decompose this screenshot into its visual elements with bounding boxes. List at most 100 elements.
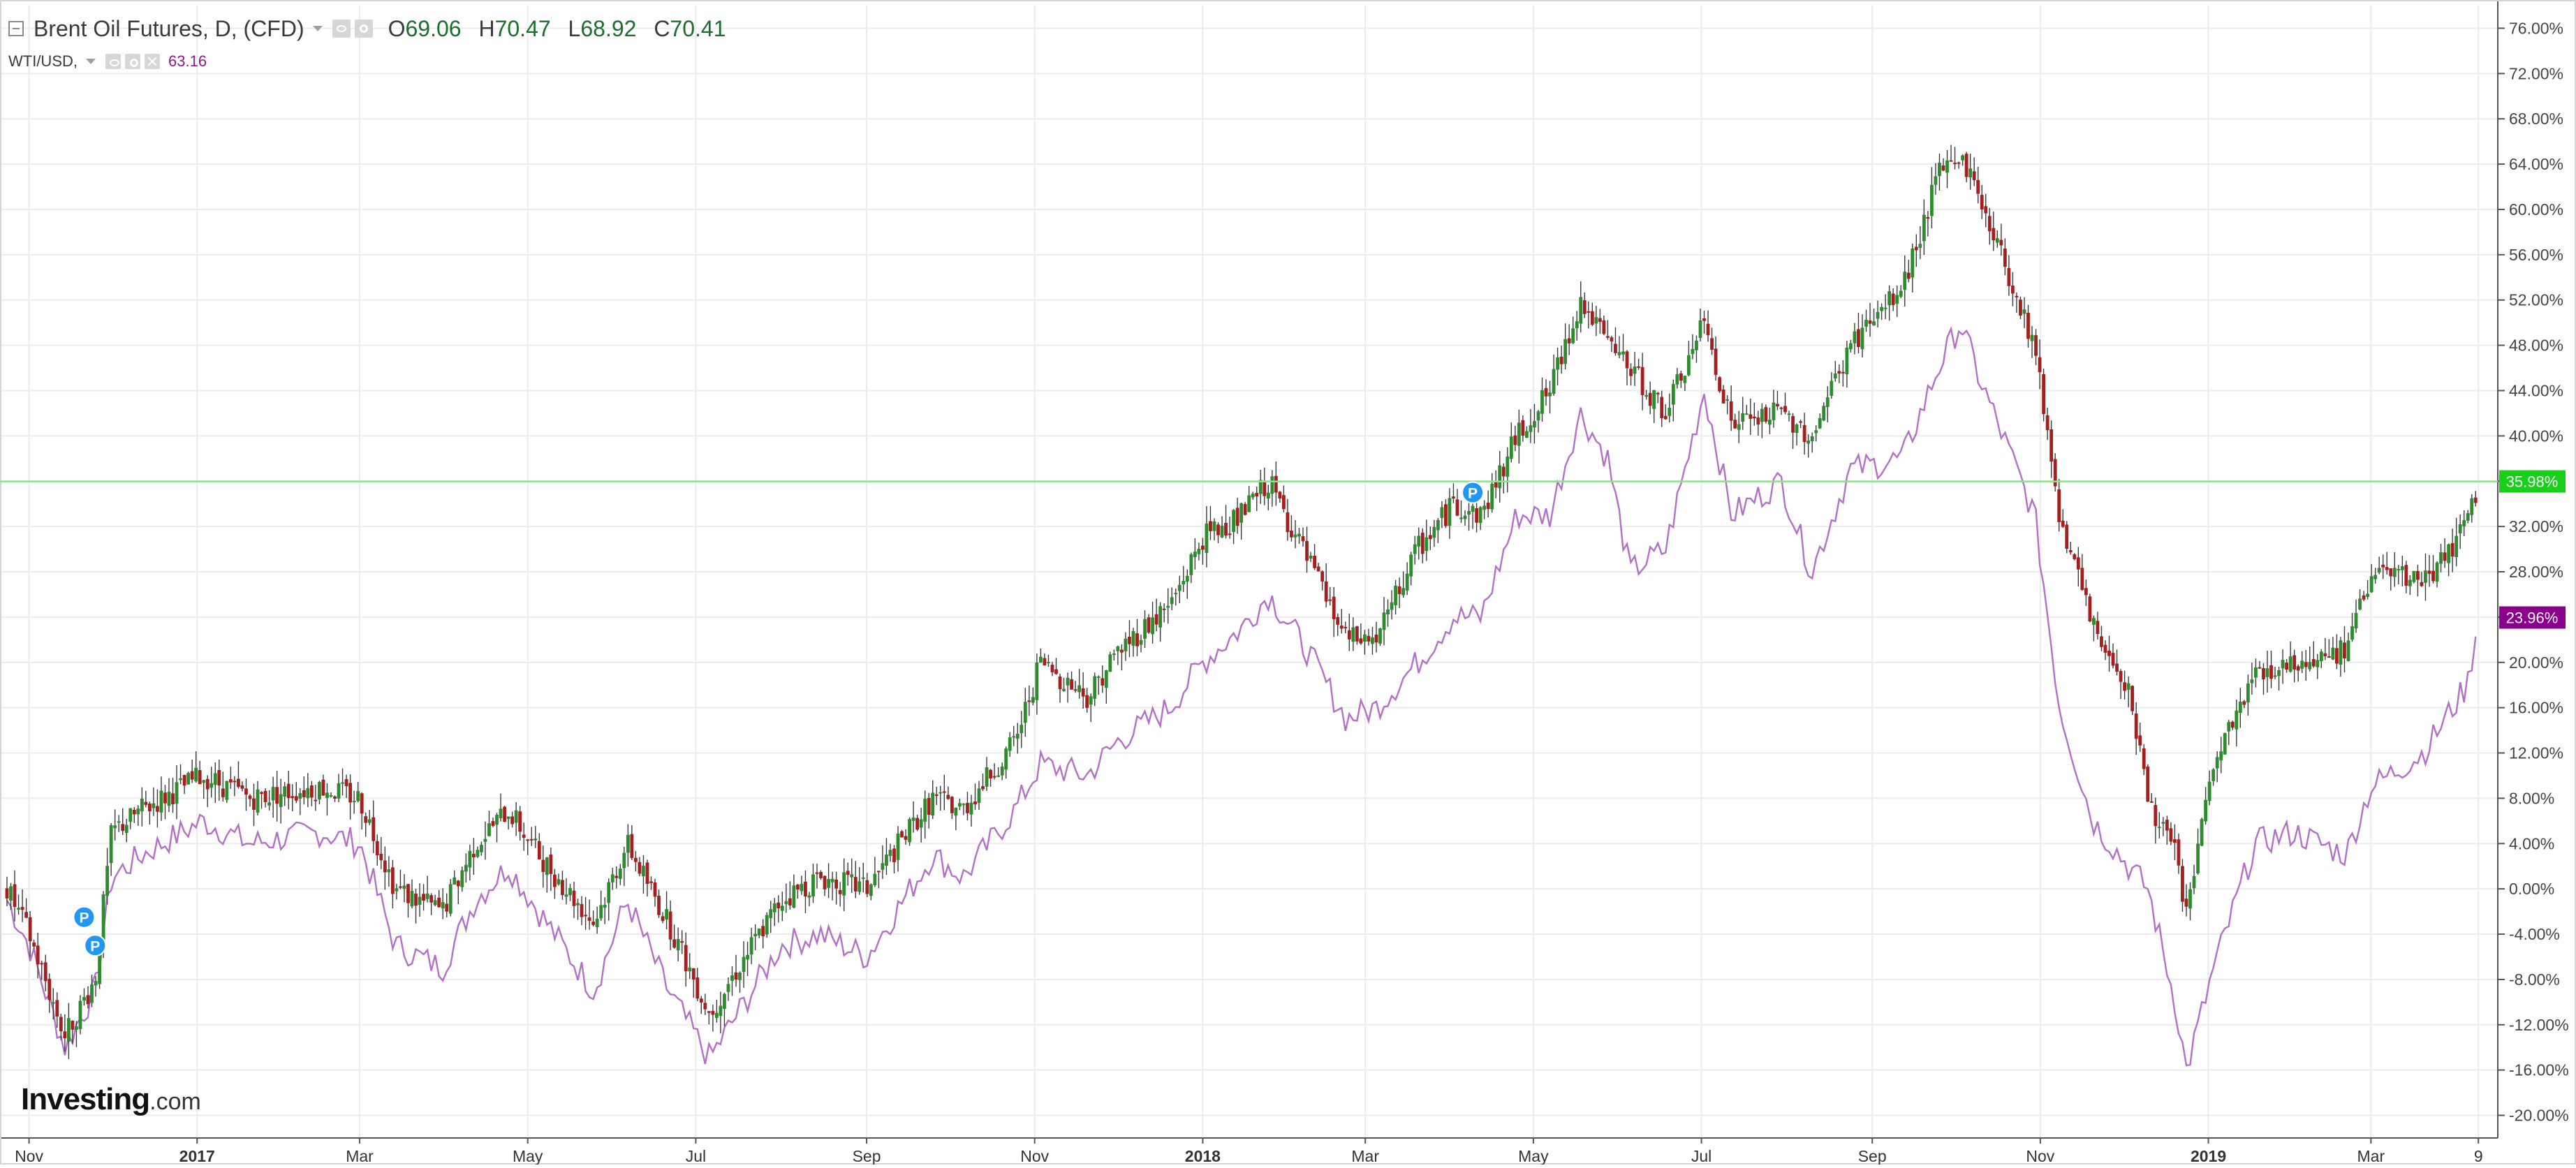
- candle-body: [1544, 387, 1548, 397]
- low-label: L: [568, 15, 581, 41]
- eye-icon[interactable]: [105, 54, 121, 69]
- candle-body: [1899, 290, 1903, 297]
- chevron-down-icon[interactable]: [312, 26, 323, 31]
- y-tick-label: -16.00%: [2509, 1061, 2569, 1079]
- candle-body: [1764, 407, 1768, 422]
- candle-body: [1401, 588, 1406, 596]
- candle-body: [2057, 489, 2061, 522]
- high-value: 70.47: [494, 15, 551, 41]
- candle-body: [1185, 575, 1189, 582]
- candle-body: [861, 877, 865, 879]
- candle-body: [919, 819, 923, 828]
- candle-body: [175, 782, 179, 804]
- close-icon[interactable]: [145, 54, 160, 69]
- candle-body: [1995, 238, 1999, 243]
- candle-body: [2277, 670, 2281, 677]
- candle-body: [711, 1011, 715, 1015]
- candle-body: [1976, 180, 1980, 194]
- candle-body: [329, 795, 333, 797]
- candle-body: [1297, 533, 1301, 537]
- y-tick-label: 60.00%: [2509, 200, 2563, 219]
- candle-body: [1830, 380, 1834, 396]
- candle-body: [341, 782, 344, 784]
- candle-body: [1749, 414, 1753, 419]
- candle-body: [2412, 570, 2416, 582]
- candle-body: [1089, 696, 1093, 705]
- event-marker[interactable]: [84, 934, 107, 957]
- candle-body: [1270, 476, 1274, 494]
- candle-body: [1093, 676, 1097, 699]
- candle-body: [772, 903, 777, 912]
- candle-body: [1351, 627, 1355, 642]
- candle-body: [2061, 520, 2065, 527]
- candle-body: [1309, 556, 1313, 559]
- candle-body: [1031, 697, 1035, 703]
- candle-body: [448, 884, 452, 914]
- candle-body: [309, 785, 314, 798]
- candle-body: [2377, 568, 2381, 573]
- event-marker[interactable]: [73, 905, 96, 929]
- candle-body: [352, 801, 356, 803]
- candle-body: [529, 838, 533, 841]
- candle-body: [1648, 392, 1652, 406]
- candle-body: [1683, 376, 1687, 383]
- main-series-title[interactable]: Brent Oil Futures, D, (CFD): [34, 15, 304, 41]
- candle-body: [379, 853, 383, 861]
- investing-logo[interactable]: Investing.com: [21, 1082, 201, 1117]
- candle-body: [2211, 769, 2216, 781]
- candle-body: [371, 817, 376, 841]
- candle-body: [1362, 634, 1367, 642]
- candle-body: [2304, 662, 2308, 667]
- candle-body: [468, 850, 472, 868]
- candle-body: [730, 975, 734, 981]
- collapse-legend-icon[interactable]: [8, 21, 24, 36]
- candle-body: [2397, 568, 2401, 570]
- candle-body: [1509, 436, 1513, 459]
- candle-body: [179, 778, 182, 781]
- candle-body: [830, 878, 834, 882]
- candle-body: [1390, 602, 1394, 610]
- candle-body: [2262, 667, 2265, 680]
- y-tick-label: 8.00%: [2509, 789, 2554, 807]
- candle-body: [1714, 348, 1718, 375]
- eye-icon[interactable]: [332, 20, 351, 38]
- candle-body: [1266, 492, 1270, 499]
- candle-body: [78, 1000, 82, 1029]
- compare-series-title[interactable]: WTI/USD,: [8, 52, 78, 70]
- candle-body: [753, 933, 758, 937]
- candle-body: [2196, 843, 2200, 873]
- candle-body: [1436, 519, 1440, 531]
- chevron-down-icon[interactable]: [86, 59, 96, 64]
- candle-body: [850, 874, 854, 878]
- candle-body: [2219, 751, 2223, 761]
- candle-body: [1895, 295, 1899, 304]
- candle-body: [603, 904, 607, 908]
- candle-body: [688, 967, 692, 972]
- candle-body: [2204, 799, 2208, 822]
- gear-icon[interactable]: [354, 20, 373, 38]
- gear-icon[interactable]: [125, 54, 140, 69]
- x-tick-label: 9: [2474, 1147, 2483, 1165]
- candle-body: [1235, 508, 1239, 526]
- candle-body: [356, 791, 360, 801]
- candle-body: [383, 860, 387, 873]
- x-tick-label: 2019: [2191, 1147, 2226, 1165]
- candle-body: [43, 962, 47, 982]
- candle-body: [1702, 318, 1706, 321]
- event-marker[interactable]: [1462, 481, 1485, 504]
- candle-body: [487, 823, 491, 836]
- candle-body: [1012, 736, 1016, 738]
- candle-body: [491, 821, 495, 826]
- candle-body: [1598, 318, 1602, 323]
- candle-body: [2354, 612, 2358, 628]
- candlestick-series: [5, 145, 2478, 1060]
- candle-body: [2157, 827, 2161, 829]
- candle-body: [2427, 570, 2431, 574]
- candle-body: [1938, 162, 1941, 177]
- candle-body: [1258, 480, 1263, 494]
- x-tick-label: Nov: [15, 1147, 43, 1165]
- candle-body: [676, 939, 680, 951]
- candle-body: [1498, 465, 1502, 489]
